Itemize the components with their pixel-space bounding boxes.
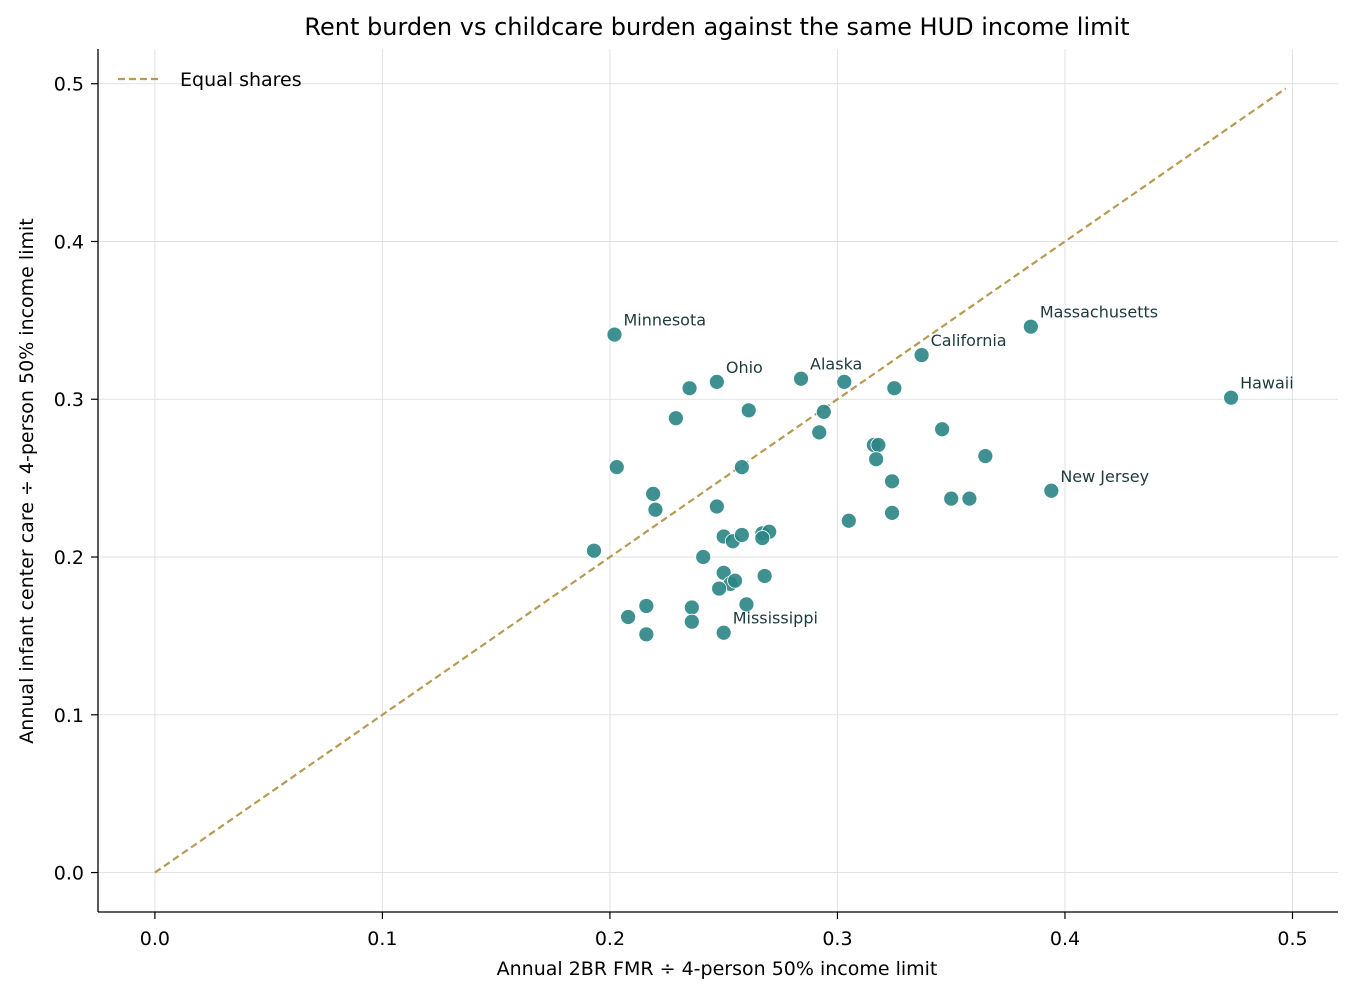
y-tick-label-2: 0.2 [54,547,84,569]
y-tick-label-1: 0.1 [54,705,84,727]
legend: Equal shares [118,69,302,91]
point-22 [645,486,662,502]
reference-line-group [154,87,1287,874]
point-ohio [708,373,725,390]
annotation-alaska: Alaska [810,355,862,374]
x-tick-label-0: 0.0 [140,928,170,950]
annotations-group: Minnesota Ohio Alaska California Massachuset… [623,303,1293,628]
y-tick-label-4: 0.4 [54,231,84,253]
point-42 [756,568,773,584]
point-9 [668,410,684,427]
y-axis-label: Annual infant center care ÷ 4-person 50%… [16,218,38,743]
point-47 [683,613,700,630]
annotation-new-jersey: New Jersey [1060,467,1149,486]
point-14 [811,424,828,441]
point-36 [754,530,771,546]
point-33 [733,527,750,543]
y-tick-label-5: 0.5 [54,74,84,96]
point-8 [681,380,698,397]
point-19 [977,448,994,464]
axes [97,49,1338,913]
point-21 [733,459,750,475]
point-46 [620,609,637,625]
x-tick-label-5: 0.5 [1277,928,1307,950]
point-41 [711,580,728,597]
point-mississippi [715,624,732,641]
points-group [586,318,1239,643]
annotation-massachusetts: Massachusetts [1040,303,1158,322]
point-16 [870,437,887,453]
point-10 [740,402,757,419]
point-26 [943,490,960,507]
point-minnesota [606,326,623,343]
x-tick-label-4: 0.4 [1050,928,1080,950]
point-28 [884,504,900,521]
point-24 [708,498,725,515]
point-48 [638,626,655,643]
annotation-minnesota: Minnesota [623,311,706,330]
point-12 [886,380,903,397]
point-california [913,347,930,363]
y-tick-label-0: 0.0 [54,863,84,885]
point-23 [647,501,664,518]
grid [98,49,1338,912]
point-alaska [793,370,809,387]
point-45 [738,596,755,613]
point-18 [934,421,951,438]
point-13 [815,403,832,420]
point-44 [683,599,700,616]
annotation-ohio: Ohio [726,358,763,377]
point-25 [884,473,900,490]
point-hawaii [1223,389,1239,406]
equal-shares-line [154,87,1287,874]
annotation-hawaii: Hawaii [1240,374,1294,393]
legend-label: Equal shares [180,69,302,91]
point-27 [961,490,978,507]
point-new-jersey [1043,482,1060,499]
point-17 [868,451,885,468]
point-20 [608,459,625,475]
point-37 [695,549,712,565]
x-tick-label-1: 0.1 [367,928,397,950]
annotation-mississippi: Mississippi [733,609,818,628]
point-11 [836,373,853,390]
chart-title: Rent burden vs childcare burden against … [304,13,1129,41]
point-40 [727,572,743,589]
x-tick-label-3: 0.3 [822,928,852,950]
point-43 [638,598,655,614]
point-massachusetts [1022,318,1039,335]
point-29 [840,512,857,529]
x-tick-label-2: 0.2 [595,928,625,950]
annotation-california: California [931,331,1007,350]
point-30 [586,542,602,559]
y-tick-label-3: 0.3 [54,389,84,411]
x-axis-label: Annual 2BR FMR ÷ 4-person 50% income lim… [497,958,938,980]
ticks: 0.0 0.1 0.2 0.3 0.4 0.5 0.0 0.1 0.2 0.3 0.4 0.5 [54,74,1308,950]
